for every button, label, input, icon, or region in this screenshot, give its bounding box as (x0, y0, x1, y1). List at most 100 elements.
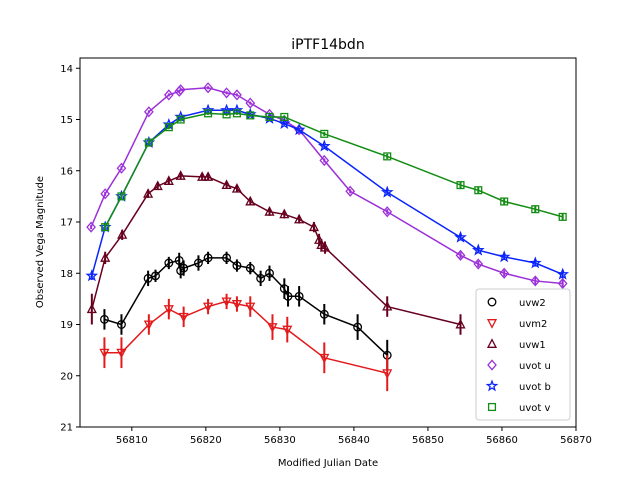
data-point (319, 309, 329, 319)
y-tick-label: 17 (60, 218, 73, 229)
data-point (557, 277, 568, 290)
data-point (203, 82, 213, 94)
data-point (176, 115, 185, 124)
data-point (280, 112, 289, 121)
data-point (246, 111, 255, 120)
data-point (455, 249, 466, 261)
data-point (267, 323, 278, 333)
data-point (204, 109, 213, 118)
data-point (117, 229, 128, 239)
data-point (317, 139, 331, 152)
data-point (245, 195, 256, 206)
data-point (163, 175, 174, 185)
x-tick-label: 56820 (190, 435, 222, 446)
data-point (221, 87, 232, 99)
data-point (99, 314, 109, 324)
legend-label: uvot u (519, 361, 551, 372)
data-point (283, 291, 293, 301)
data-point (232, 89, 242, 101)
series-line (104, 257, 388, 356)
data-point (314, 234, 325, 244)
data-point (197, 171, 208, 181)
data-point (231, 300, 243, 310)
y-tick-label: 15 (60, 115, 73, 126)
data-point (117, 192, 126, 201)
x-axis: 56810 56820 56830 56840 56850 56860 56870 (116, 427, 592, 446)
data-point (152, 180, 163, 191)
data-point (382, 206, 393, 218)
data-point (380, 185, 394, 198)
data-point (151, 271, 160, 281)
chart-title: iPTF14bdn (291, 37, 364, 53)
x-axis-label: Modified Julian Date (278, 458, 378, 469)
data-point (265, 268, 274, 278)
data-point (499, 267, 510, 279)
data-point (179, 263, 189, 273)
data-point (164, 123, 173, 132)
data-point (101, 223, 110, 232)
x-tick-label: 56870 (560, 435, 592, 446)
series-line (90, 86, 563, 285)
x-tick-label: 56830 (264, 435, 296, 446)
data-point (456, 181, 465, 190)
data-point (556, 267, 570, 280)
data-point (143, 188, 154, 198)
data-point (245, 97, 256, 109)
data-point (383, 152, 392, 161)
legend-label: uvot b (519, 382, 551, 393)
legend-marker (487, 297, 497, 307)
y-tick-label: 18 (60, 269, 73, 280)
plot-content (85, 82, 570, 392)
data-point (245, 302, 256, 313)
data-point (454, 230, 467, 243)
data-point (116, 162, 127, 174)
data-point (143, 106, 154, 118)
data-point (473, 258, 484, 270)
data-point (86, 303, 97, 314)
data-point (143, 320, 154, 331)
x-tick-label: 56860 (486, 435, 518, 446)
data-point (455, 318, 466, 329)
y-tick-label: 16 (60, 166, 73, 177)
data-point (86, 221, 96, 233)
data-point (279, 208, 290, 219)
data-point (174, 255, 184, 265)
data-point (116, 348, 127, 359)
y-tick-label: 19 (60, 320, 73, 331)
series-uvw1 (86, 170, 466, 335)
legend-item-uvot-b: uvot b (485, 379, 551, 393)
x-tick-label: 56810 (116, 435, 148, 446)
data-point (294, 213, 305, 224)
data-point (163, 89, 174, 101)
data-point (471, 243, 485, 256)
data-point (245, 263, 255, 273)
legend-item-uvm2: uvm2 (486, 319, 547, 330)
data-point (282, 325, 293, 336)
data-point (294, 291, 304, 301)
data-point (528, 256, 542, 269)
legend-item-uvw1: uvw1 (486, 338, 546, 351)
data-point (308, 221, 320, 232)
data-point (175, 84, 186, 96)
data-point (256, 273, 266, 283)
data-point (100, 188, 111, 200)
legend-label: uvm2 (519, 319, 547, 330)
data-point (221, 297, 232, 308)
data-point (264, 206, 275, 216)
data-point (193, 258, 203, 268)
legend-label: uvot v (519, 403, 550, 414)
series-uvot-v (101, 109, 567, 232)
data-point (558, 212, 567, 221)
legend-marker (485, 379, 499, 392)
data-point (163, 305, 174, 315)
data-point (277, 116, 291, 129)
data-point (474, 186, 483, 195)
y-tick-label: 20 (60, 371, 73, 382)
legend-marker (487, 359, 497, 371)
legend-item-uvot-v: uvot v (487, 402, 550, 414)
data-point (232, 109, 241, 118)
x-tick-label: 56850 (412, 435, 444, 446)
legend-item-uvot-u: uvot u (487, 359, 551, 372)
data-point (497, 250, 511, 263)
